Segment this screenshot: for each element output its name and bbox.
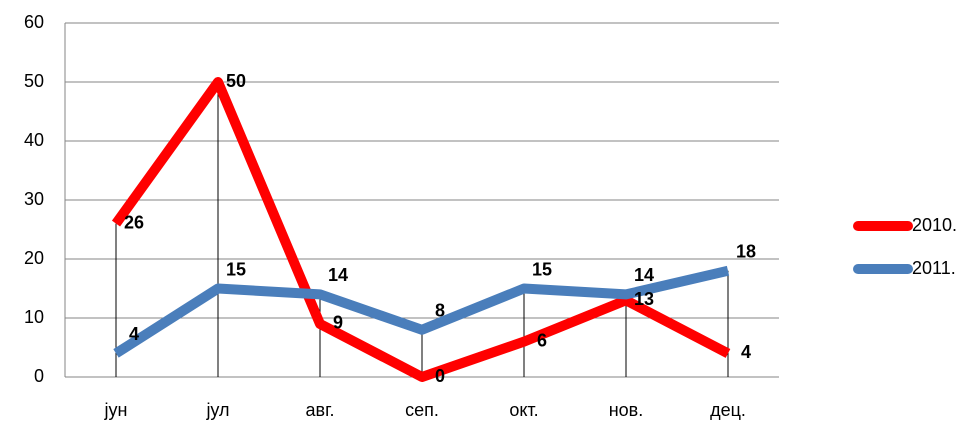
data-label: 15 (532, 259, 552, 279)
data-label: 9 (333, 313, 343, 333)
data-label: 26 (124, 212, 144, 232)
data-label: 4 (741, 342, 751, 362)
x-tick-label: нов. (609, 400, 644, 420)
y-tick-label: 30 (24, 189, 44, 209)
series-line (111, 77, 731, 382)
x-tick-label: дец. (710, 400, 746, 420)
y-tick-label: 20 (24, 248, 44, 268)
x-tick-label: јун (104, 400, 128, 420)
y-tick-label: 40 (24, 130, 44, 150)
data-label: 18 (736, 242, 756, 262)
y-tick-label: 0 (34, 366, 44, 386)
data-label: 8 (435, 301, 445, 321)
x-tick-label: окт. (509, 400, 538, 420)
data-label: 14 (328, 265, 348, 285)
legend-label: 2010. (912, 215, 957, 235)
series-line (113, 265, 730, 358)
x-tick-label: јул (205, 400, 229, 420)
data-label: 0 (435, 366, 445, 386)
data-label: 50 (226, 71, 246, 91)
data-label: 13 (634, 289, 654, 309)
data-label: 14 (634, 265, 654, 285)
y-tick-label: 50 (24, 71, 44, 91)
y-tick-label: 10 (24, 307, 44, 327)
data-label: 6 (537, 330, 547, 350)
data-label: 15 (226, 259, 246, 279)
legend-label: 2011. (912, 258, 956, 278)
data-label: 4 (129, 324, 139, 344)
y-tick-label: 60 (24, 12, 44, 32)
x-tick-label: сеп. (405, 400, 439, 420)
x-tick-label: авг. (306, 400, 335, 420)
